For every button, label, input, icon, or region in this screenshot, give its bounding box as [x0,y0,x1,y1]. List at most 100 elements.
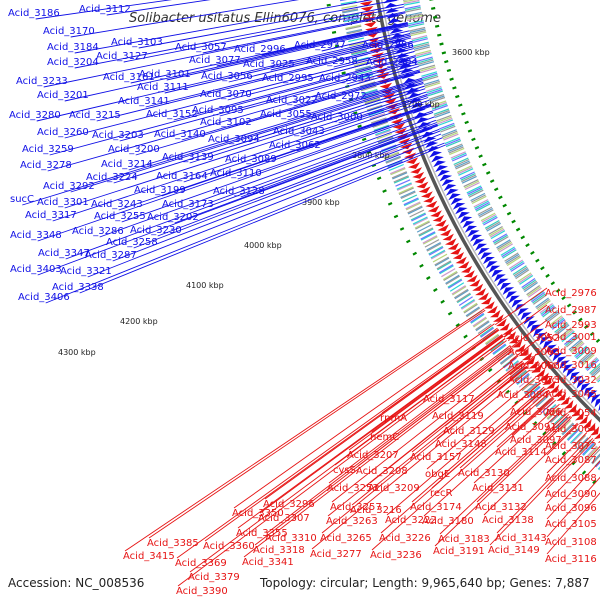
reverse-gene-label: Acid_3001 [545,332,597,343]
gc-dash [448,312,451,314]
forward-gene-label: Acid_3347 [38,248,90,259]
reverse-gene-label: Acid_3180 [422,516,474,527]
reverse-gene-label: Acid_3226 [379,533,431,544]
forward-gene-label: Acid_3200 [108,144,160,155]
reverse-gene-label: Acid_3174 [410,502,462,513]
gc-dash [462,113,466,114]
reverse-gene-label: Acid_3032 [545,375,597,386]
reverse-gene-label: Acid_3105 [545,519,597,530]
gc-dash [499,197,503,199]
reverse-gene-label: Acid_3108 [545,537,597,548]
forward-gene-label: Acid_3301 [37,197,89,208]
feature-tick [466,307,479,316]
forward-gene-label: Acid_3321 [60,266,112,277]
gc-dash [358,126,362,127]
forward-gene-label: Acid_3317 [25,210,77,221]
reverse-gene-label: Acid_3277 [310,549,362,560]
forward-gene-label: Acid_3348 [10,230,62,241]
gc-dash [433,17,437,18]
gc-dash [516,229,519,231]
gc-dash [541,267,544,269]
reverse-gene-label: Acid_3191 [433,546,485,557]
forward-gene-label: Acid_3201 [37,90,89,101]
reverse-gene-label: Acid_3132 [475,502,527,513]
reverse-gene-label: Acid_2976 [545,288,597,299]
forward-gene-label: Acid_3260 [37,127,89,138]
gc-dash [472,139,476,141]
gc-dash [455,96,459,97]
forward-gene-label: Acid_3243 [91,199,143,210]
feature-tick [476,321,489,330]
feature-tick [479,210,493,218]
reverse-gene-label: Acid_3009 [545,346,597,357]
forward-gene-label: Acid_3215 [69,110,121,121]
reverse-gene-label: Acid_3149 [488,545,540,556]
feature-tick [459,297,472,306]
feature-tick [340,0,356,1]
accession-text: Accession: NC_008536 [8,576,144,590]
forward-gene-label: Acid_3214 [101,159,153,170]
ruler-tick-label: 4300 kbp [58,348,96,357]
reverse-gene-label: Acid_3054 [545,408,597,419]
reverse-gene-label: Acid_3390 [176,586,228,597]
gc-dash [407,241,411,243]
forward-gene-label: Acid_3127 [96,51,148,62]
reverse-gene-label: Acid_3084 [497,390,549,401]
feature-tick [479,209,493,217]
feature-tick [462,301,475,310]
gc-dash [332,32,336,33]
gc-dash [447,70,451,71]
gc-dash [495,188,499,190]
forward-gene-label: Acid_3186 [8,8,60,19]
forward-gene-label: Acid_3280 [9,110,61,121]
reverse-gene-label: Acid_3415 [123,551,175,562]
reverse-gene-label: Acid_3209 [368,483,420,494]
reverse-gene-label: Acid_3116 [545,554,597,565]
gc-dash [465,122,469,123]
gc-dash [327,5,331,6]
gc-dash [536,260,539,262]
gc-dash [526,244,529,246]
gc-dash [489,369,492,371]
forward-gene-label: Acid_3170 [43,26,95,37]
reverse-strand-labels: Acid_2976Acid_2987Acid_2993Acid_3052Acid… [123,288,600,597]
gc-dash [434,289,438,291]
ruler-tick-label: 4000 kbp [244,241,282,250]
reverse-gene-label: Acid_2987 [545,305,597,316]
reverse-gene-label: Acid_3236 [370,550,422,561]
forward-gene-label: Acid_3406 [18,292,70,303]
reverse-gene-label: Acid_3379 [188,572,240,583]
gc-dash [458,105,462,106]
reverse-gene-label: Acid_3138 [482,515,534,526]
feature-tick [457,293,471,302]
gc-dash [546,275,549,277]
forward-gene-label: Acid_3184 [47,42,99,53]
gc-dash [512,221,516,223]
forward-gene-label: Acid_3259 [22,144,74,155]
gc-dash [475,147,479,149]
reverse-gene-label: Acid_3208 [356,466,408,477]
ruler-tick-label: 4100 kbp [186,281,224,290]
forward-gene-label: Acid_3403 [10,264,62,275]
feature-tick [472,196,486,203]
reverse-gene-label: obgE [425,469,450,480]
gc-dash [468,130,472,131]
gc-dash [413,253,417,255]
gc-dash [486,172,490,174]
forward-gene-label: Acid_3140 [154,129,206,140]
forward-gene-label: Acid_3112 [79,4,131,15]
feature-tick [475,202,489,209]
gc-dash [431,8,435,9]
forward-gene-label: Acid_3287 [85,250,137,261]
gc-dash [490,180,494,182]
feature-tick [478,324,491,333]
gc-dash [597,340,600,343]
ruler-tick-label: 3900 kbp [302,198,340,207]
reverse-gene-label: Acid_3143 [495,533,547,544]
gc-dash [479,155,483,157]
forward-gene-label: sucC [10,194,34,205]
gc-dash [450,79,454,80]
forward-gene-label: Acid_3278 [20,160,72,171]
reverse-gene-label: Acid_3265 [320,533,372,544]
